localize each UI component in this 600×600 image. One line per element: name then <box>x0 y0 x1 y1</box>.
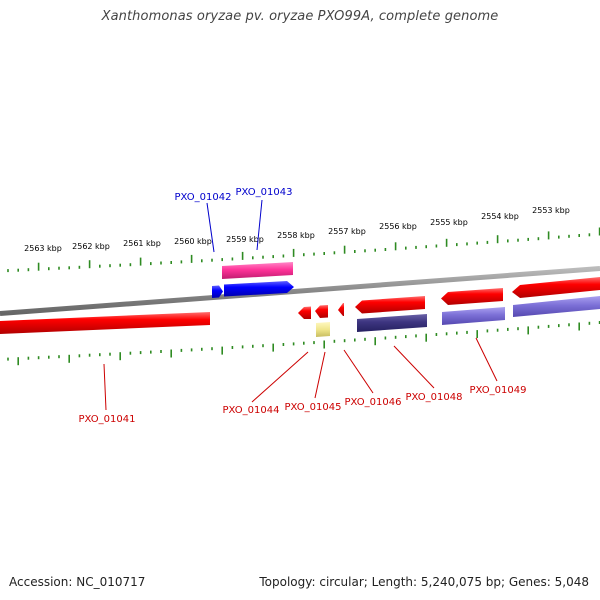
ruler-label: 2557 kbp <box>328 227 366 236</box>
callout-line-pxo-01045 <box>314 351 326 399</box>
reverse-strand <box>0 277 600 334</box>
accession-text: Accession: NC_010717 <box>9 575 146 589</box>
feature-yellow[interactable] <box>316 322 330 337</box>
ruler-label: 2556 kbp <box>379 222 417 231</box>
gene-pxo-01043[interactable] <box>224 281 294 297</box>
gene-label-pxo-01042[interactable]: PXO_01042 <box>175 192 232 203</box>
ruler-label: 2560 kbp <box>174 237 212 246</box>
callout-line-pxo-01044 <box>251 351 309 403</box>
forward-strand <box>212 262 294 298</box>
ruler-label: 2558 kbp <box>277 231 315 240</box>
gene-pxo-01046[interactable] <box>338 303 344 316</box>
topology-summary: Topology: circular; Length: 5,240,075 bp… <box>259 575 589 589</box>
gene-pxo-01048[interactable] <box>355 296 425 314</box>
ruler-label: 2562 kbp <box>72 242 110 251</box>
gene-pxo-01045[interactable] <box>315 305 328 318</box>
ruler-label: 2559 kbp <box>226 235 264 244</box>
feature-pink[interactable] <box>222 262 293 279</box>
ruler-label: 2563 kbp <box>24 244 62 253</box>
ruler-label: 2554 kbp <box>481 212 519 221</box>
secondary-features <box>316 296 600 337</box>
callout-line-pxo-01048 <box>393 345 435 389</box>
genome-backbone <box>0 266 600 316</box>
gene-pxo-01042[interactable] <box>212 285 223 299</box>
gene-unlabeled-right[interactable] <box>512 277 600 298</box>
gene-pxo-01041[interactable] <box>0 312 210 334</box>
gene-label-pxo-01049[interactable]: PXO_01049 <box>470 385 527 396</box>
callout-line-pxo-01046 <box>343 349 374 394</box>
callout-line-pxo-01041 <box>103 363 107 411</box>
feature-purple[interactable] <box>442 307 505 325</box>
gene-pxo-01044[interactable] <box>298 306 311 320</box>
gene-labels: PXO_01042 PXO_01043 PXO_01041 PXO_01044 … <box>79 187 527 425</box>
gene-label-pxo-01046[interactable]: PXO_01046 <box>345 397 402 408</box>
callout-line-pxo-01049 <box>475 337 498 382</box>
gene-label-pxo-01044[interactable]: PXO_01044 <box>223 405 280 416</box>
gene-label-pxo-01045[interactable]: PXO_01045 <box>285 402 342 413</box>
ruler-label: 2553 kbp <box>532 206 570 215</box>
gene-label-pxo-01041[interactable]: PXO_01041 <box>79 414 136 425</box>
ruler-labels: 2563 kbp 2562 kbp 2561 kbp 2560 kbp 2559… <box>24 206 570 253</box>
feature-purple-right[interactable] <box>513 296 600 317</box>
gene-pxo-01049[interactable] <box>441 288 503 305</box>
callout-line-pxo-01042 <box>206 202 215 253</box>
ruler-label: 2561 kbp <box>123 239 161 248</box>
callout-line-pxo-01043 <box>256 199 263 251</box>
gene-label-pxo-01043[interactable]: PXO_01043 <box>236 187 293 198</box>
map-title: Xanthomonas oryzae pv. oryzae PXO99A, co… <box>101 9 499 24</box>
callout-lines <box>103 199 498 411</box>
gene-label-pxo-01048[interactable]: PXO_01048 <box>406 392 463 403</box>
ruler-label: 2555 kbp <box>430 218 468 227</box>
feature-navy[interactable] <box>357 314 427 332</box>
